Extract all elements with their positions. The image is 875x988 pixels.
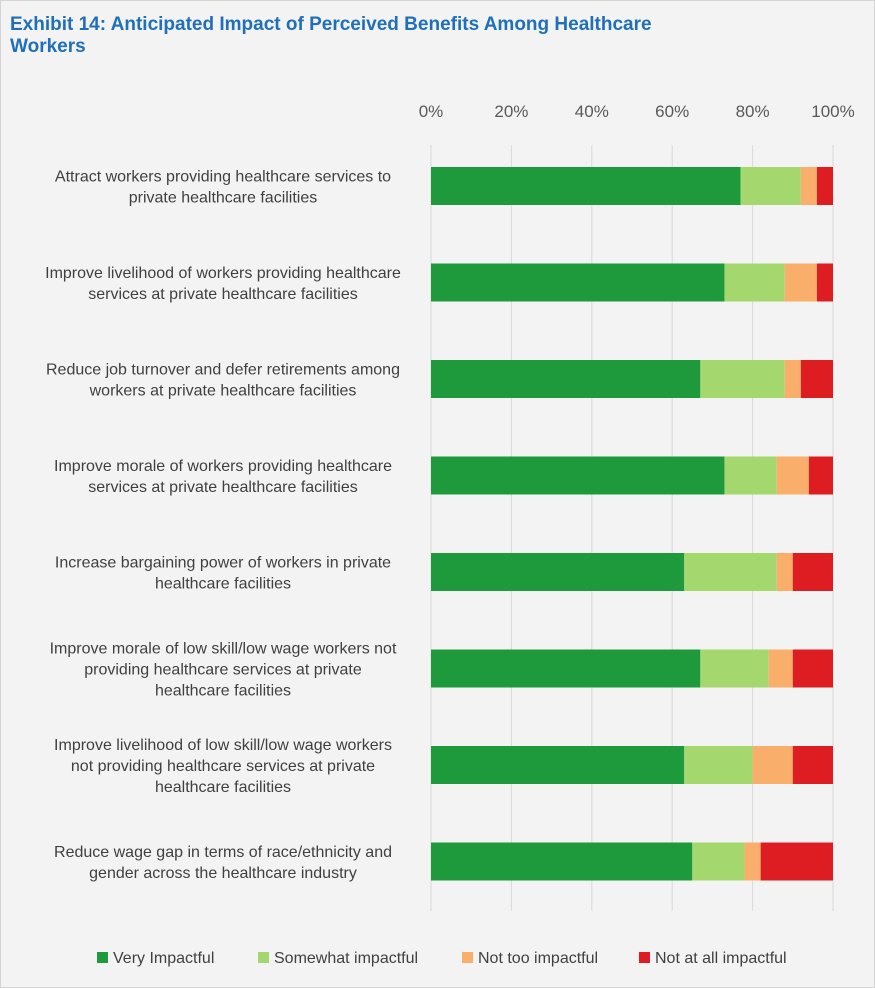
category-label: Attract workers providing healthcare ser… — [55, 169, 391, 186]
category-label: services at private healthcare facilitie… — [88, 479, 357, 496]
x-tick-label: 80% — [736, 102, 770, 121]
bar-segment — [784, 263, 817, 302]
category-label: providing healthcare services at private — [84, 662, 362, 679]
bar-segment — [752, 746, 793, 784]
category-label: gender across the healthcare industry — [89, 865, 357, 882]
category-label: Reduce wage gap in terms of race/ethnici… — [54, 844, 392, 861]
bar-segment — [800, 167, 817, 205]
bar-segment — [684, 553, 777, 591]
x-tick-label: 60% — [655, 102, 689, 121]
legend-label: Not at all impactful — [655, 950, 787, 967]
category-label: Increase bargaining power of workers in … — [55, 555, 391, 572]
bar-segment — [808, 456, 833, 495]
bar-segment — [792, 649, 833, 688]
legend-label: Very Impactful — [113, 950, 214, 967]
category-label: not providing healthcare services at pri… — [71, 758, 375, 775]
bar-segment — [431, 263, 725, 302]
category-label: healthcare facilities — [155, 576, 291, 593]
legend: Very Impactful Somewhat impactful Not too … — [97, 950, 787, 967]
bar-segment — [768, 649, 793, 688]
legend-swatch — [639, 952, 650, 963]
bar-segment — [431, 167, 741, 205]
category-label: healthcare facilities — [155, 683, 291, 700]
category-labels: Attract workers providing healthcare ser… — [45, 169, 401, 883]
bar-segment — [800, 360, 833, 398]
bar-segment — [784, 360, 801, 398]
x-tick-label: 20% — [494, 102, 528, 121]
bar-segment — [700, 360, 785, 398]
bar-segment — [431, 360, 701, 398]
legend-swatch — [462, 952, 473, 963]
chart-title: Exhibit 14: Anticipated Impact of Percei… — [10, 14, 652, 57]
category-label: private healthcare facilities — [129, 190, 318, 207]
bar-segment — [792, 746, 833, 784]
legend-swatch — [258, 952, 269, 963]
bar-segment — [724, 263, 785, 302]
bar-segment — [776, 553, 793, 591]
bar-segment — [816, 263, 833, 302]
x-tick-label: 40% — [575, 102, 609, 121]
x-tick-label: 100% — [811, 102, 854, 121]
x-axis-ticks: 0% 20% 40% 60% 80% 100% — [419, 102, 855, 121]
bar-segment — [431, 456, 725, 495]
category-label: workers at private healthcare facilities — [89, 383, 357, 400]
bar-segment — [431, 553, 685, 591]
bar-segment — [740, 167, 801, 205]
bar-segment — [744, 842, 761, 881]
category-label: healthcare facilities — [155, 779, 291, 796]
bar-segment — [724, 456, 777, 495]
bar-segment — [431, 649, 701, 688]
legend-label: Somewhat impactful — [274, 950, 418, 967]
x-tick-label: 0% — [419, 102, 444, 121]
bar-segment — [692, 842, 745, 881]
legend-label: Not too impactful — [478, 950, 598, 967]
category-label: Improve morale of workers providing heal… — [54, 458, 392, 475]
bar-segment — [431, 842, 693, 881]
category-label: Reduce job turnover and defer retirement… — [46, 362, 400, 379]
category-label: services at private healthcare facilitie… — [88, 286, 357, 303]
bar-segment — [776, 456, 809, 495]
bar-segment — [700, 649, 769, 688]
bar-segment — [816, 167, 833, 205]
bar-segment — [760, 842, 833, 881]
category-label: Improve livelihood of low skill/low wage… — [54, 737, 392, 754]
legend-swatch — [97, 952, 108, 963]
bars — [431, 167, 833, 881]
gridlines — [430, 145, 834, 911]
bar-segment — [792, 553, 833, 591]
category-label: Improve livelihood of workers providing … — [45, 265, 401, 282]
bar-segment — [684, 746, 753, 784]
category-label: Improve morale of low skill/low wage wor… — [50, 641, 397, 658]
bar-segment — [431, 746, 685, 784]
